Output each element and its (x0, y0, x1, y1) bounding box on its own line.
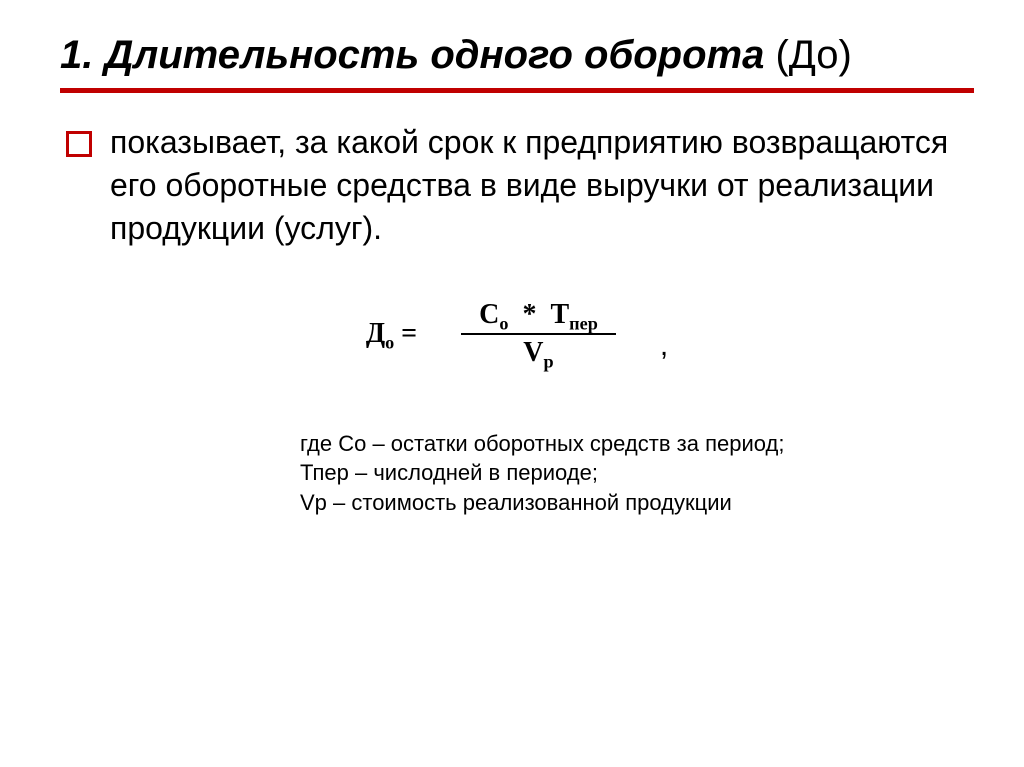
legend-line-1: где Со – остатки оборотных средств за пе… (300, 429, 974, 459)
formula-block: До = Со * Тпер Vр , (60, 299, 974, 369)
body-bullet-item: показывает, за какой срок к предприятию … (66, 121, 974, 251)
numerator: Со * Тпер (461, 299, 616, 331)
eq-sign: = (401, 318, 417, 349)
title-plain: (До) (764, 33, 852, 77)
title-underline (60, 88, 974, 93)
fraction-bar (461, 333, 616, 335)
legend-line-3: Vр – стоимость реализованной продукции (300, 488, 974, 518)
formula: До = Со * Тпер Vр , (366, 299, 668, 369)
denominator: Vр (505, 337, 571, 369)
slide-title: 1. Длительность одного оборота (До) (60, 30, 974, 80)
formula-lhs: До = (366, 318, 417, 350)
title-emph: 1. Длительность одного оборота (60, 33, 764, 77)
legend-line-2: Тпер – числодней в периоде; (300, 458, 974, 488)
square-bullet-icon (66, 131, 92, 157)
legend: где Со – остатки оборотных средств за пе… (300, 429, 974, 518)
slide: 1. Длительность одного оборота (До) пока… (0, 0, 1024, 767)
formula-fraction: Со * Тпер Vр (461, 299, 616, 369)
lhs-base: Д (366, 318, 385, 349)
lhs-sub: о (385, 332, 394, 352)
formula-comma: , (660, 329, 668, 363)
body-text: показывает, за какой срок к предприятию … (110, 121, 974, 251)
